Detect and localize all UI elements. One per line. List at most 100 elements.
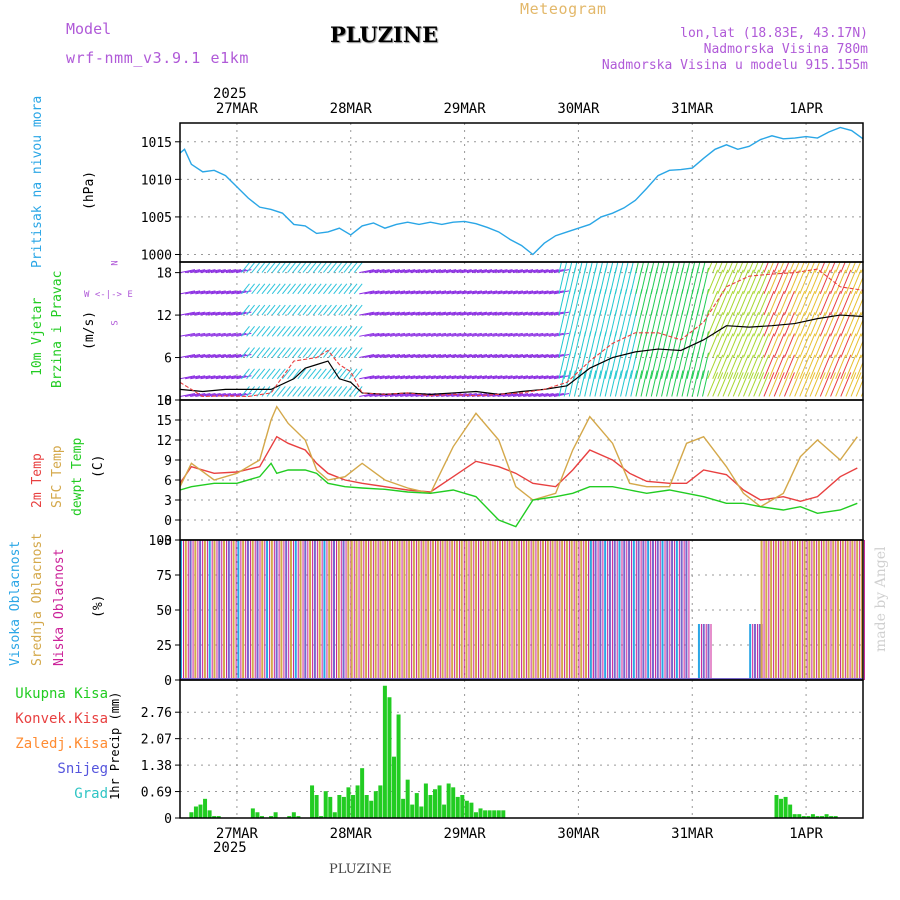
cloud-bar-low-223	[752, 624, 754, 680]
cloud-bar-54	[309, 540, 312, 680]
cloud-bar-low-259	[835, 540, 837, 680]
precip-bar-4	[207, 810, 212, 818]
wind-barb-146	[282, 262, 291, 273]
wind-barb-161	[297, 386, 307, 397]
wind-barb-636	[640, 262, 644, 273]
wind-barb-637	[645, 370, 653, 397]
cloud-bar-low-61	[326, 540, 328, 680]
wind-barb-126	[271, 386, 281, 397]
wind-barb-168	[302, 386, 312, 397]
wind-barb-113	[261, 368, 271, 380]
wind-barb-835	[789, 333, 801, 358]
precip-bar-21	[337, 795, 342, 818]
wind-barb-127	[271, 368, 281, 380]
wind-barb-408	[477, 354, 493, 359]
wind-barb-503	[543, 269, 559, 274]
cloud-bar-168	[580, 540, 583, 680]
wind-barb-295	[395, 375, 411, 380]
wind-barb-870	[814, 333, 826, 358]
wind-barb-897	[835, 354, 847, 379]
cloud-bar-low-49	[297, 540, 299, 680]
wind-barb-791	[758, 372, 770, 397]
cloud-bar-112	[446, 540, 449, 680]
wind-barb-658	[661, 370, 669, 397]
wind-barb-729	[712, 354, 724, 379]
wind-barb-373	[451, 354, 467, 359]
wind-barb-198	[323, 347, 332, 358]
ytick-label-4-4: 2.76	[141, 706, 172, 721]
cloud-bar-low-211	[678, 540, 680, 680]
wind-barb-282	[384, 354, 400, 359]
wind-barb-87	[241, 325, 250, 337]
wind-barb-97	[246, 262, 255, 273]
ytick-label-0-1: 1005	[141, 211, 172, 226]
wind-barb-276	[379, 332, 395, 337]
cloud-bar-148	[532, 540, 535, 680]
wind-barb-477	[528, 375, 544, 380]
wind-barb-86	[241, 347, 250, 358]
cloud-bar-116	[455, 540, 458, 680]
wind-barb-359	[441, 354, 457, 359]
wind-barb-507	[548, 332, 564, 337]
wind-barb-355	[436, 290, 452, 295]
wind-barb-98	[251, 386, 261, 397]
precip-bar-60	[783, 796, 788, 818]
wind-barb-365	[446, 375, 462, 380]
wind-barb-376	[451, 290, 467, 295]
wind-barb-116	[261, 304, 271, 316]
wind-barb-19	[190, 290, 206, 295]
cloud-bar-158	[556, 540, 559, 680]
wind-barb-147	[287, 386, 296, 397]
wind-barb-609	[625, 370, 633, 397]
wind-barb-328	[415, 269, 431, 274]
wind-barb-929	[855, 276, 863, 295]
cloud-bar-low-263	[844, 540, 846, 680]
wind-barb-177	[307, 347, 317, 358]
wind-barb-108	[256, 325, 266, 337]
wind-barb-801	[763, 312, 775, 337]
wind-barb-863	[809, 333, 821, 358]
wind-barb-270	[374, 311, 390, 316]
wind-barb-402	[471, 332, 488, 337]
wind-barb-873	[814, 269, 826, 295]
wind-barb-394	[466, 354, 482, 359]
precip-bar-32	[387, 697, 392, 818]
wind-barb-155	[292, 368, 302, 380]
precip-bar-39	[419, 806, 424, 818]
wind-barb-930	[855, 262, 862, 273]
wind-barb-297	[395, 332, 411, 337]
wind-barb-433	[492, 269, 508, 274]
precip-bar-71	[833, 816, 838, 818]
wind-barb-419	[482, 269, 498, 274]
wind-barb-514	[553, 332, 570, 337]
wind-barb-671	[666, 262, 670, 273]
wind-barb-45	[210, 332, 226, 337]
wind-barb-358	[441, 375, 457, 380]
wind-barb-623	[635, 370, 643, 397]
wind-barb-396	[466, 311, 482, 316]
wind-barb-746	[722, 290, 734, 316]
cloud-bar-88	[388, 540, 391, 680]
wind-barb-219	[338, 347, 348, 358]
cloud-bar-low-205	[664, 540, 666, 680]
wind-barb-324	[415, 354, 431, 359]
wind-barb-156	[292, 347, 302, 358]
wind-barb-495	[538, 290, 554, 295]
cloud-bar-160	[561, 540, 564, 680]
wind-barb-734	[712, 262, 718, 273]
wind-barb-100	[251, 347, 261, 358]
wind-barb-47	[210, 290, 226, 295]
panel-frame-0	[179, 122, 864, 263]
wind-barb-120	[266, 368, 276, 380]
wind-barb-744	[722, 333, 734, 358]
wind-barb-837	[789, 290, 801, 316]
cloud-bar-low-89	[391, 540, 393, 680]
wind-barb-52	[215, 332, 231, 337]
wind-barb-221	[338, 304, 348, 316]
cloud-bar-low-15	[216, 540, 218, 680]
cloud-bar-low-63	[331, 540, 333, 680]
cloud-bar-14	[213, 540, 216, 680]
precip-bar-5	[212, 816, 217, 818]
wind-barb-463	[517, 375, 534, 380]
wind-barb-455	[512, 392, 529, 397]
